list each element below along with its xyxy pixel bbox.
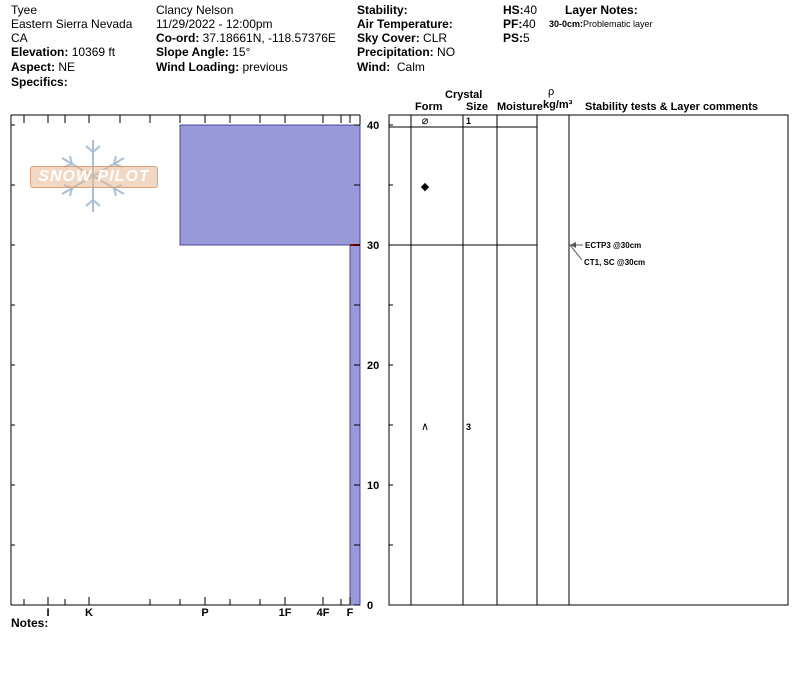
coordinates: Co-ord: 37.18661N, -118.57376E — [156, 31, 336, 45]
aspect-value: NE — [58, 60, 76, 74]
snowpilot-wordmark: SNOW PILOT — [30, 166, 158, 188]
precipitation: Precipitation: NO — [357, 45, 455, 59]
height-label-20: 20 — [367, 360, 379, 372]
hs-value: 40 — [523, 3, 538, 17]
hs: HS:40 — [503, 3, 537, 17]
layer-note-depth: 30-0cm: — [549, 19, 584, 29]
hardness-label-P: P — [201, 607, 208, 619]
specifics-label: Specifics: — [11, 75, 68, 89]
stability-header: Stability tests & Layer comments — [585, 101, 759, 113]
observer: Clancy Nelson — [156, 3, 234, 17]
precip-value: NO — [437, 45, 456, 59]
aspect: Aspect: NE — [11, 60, 75, 74]
hardness-label-K: K — [85, 607, 93, 619]
coord-label: Co-ord: — [156, 31, 200, 45]
elevation: Elevation: 10369 ft — [11, 45, 115, 59]
density-unit-header: kg/m³ — [543, 99, 573, 111]
range: Eastern Sierra Nevada — [11, 17, 133, 31]
sky-cover-label: Sky Cover: — [357, 31, 420, 45]
hardness-label-F: F — [347, 607, 354, 619]
slope-angle: Slope Angle: 15° — [156, 45, 250, 59]
slope-value: 15° — [232, 45, 251, 59]
pf-value: 40 — [522, 17, 536, 31]
layer-note: 30-0cm:Problematic layer — [549, 19, 653, 30]
wind-label: Wind: — [357, 60, 391, 74]
crystal-form-1: ◆ — [421, 180, 430, 193]
elevation-value: 10369 ft — [71, 45, 116, 59]
hs-label: HS: — [503, 3, 524, 17]
air-temp-label: Air Temperature: — [357, 17, 453, 31]
height-label-0: 0 — [367, 600, 373, 612]
height-label-10: 10 — [367, 480, 379, 492]
ps-label: PS: — [503, 31, 524, 45]
hardness-layer-0 — [179, 124, 361, 246]
form-header: Form — [415, 101, 443, 113]
crystal-form-2: ∧ — [421, 420, 429, 433]
size-header: Size — [466, 101, 489, 113]
notes-label: Notes: — [11, 616, 49, 630]
precip-label: Precipitation: — [357, 45, 434, 59]
wind-value: Calm — [396, 60, 425, 74]
profile-table-frame — [388, 114, 789, 606]
aspect-label: Aspect: — [11, 60, 56, 74]
wind-loading-value: previous — [242, 60, 288, 74]
layer-note-text: Problematic layer — [583, 19, 653, 29]
stability-label: Stability: — [357, 3, 408, 17]
pf-label: PF: — [503, 17, 523, 31]
wind: Wind: Calm — [357, 60, 425, 74]
height-label-30: 30 — [367, 240, 379, 252]
layer-notes-label: Layer Notes: — [565, 3, 638, 17]
pf: PF:40 — [503, 17, 536, 31]
hardness-label-4F: 4F — [317, 607, 330, 619]
hardness-label-I: I — [46, 607, 49, 619]
sky-cover: Sky Cover: CLR — [357, 31, 447, 45]
state: CA — [11, 31, 28, 45]
coord-value: 37.18661N, -118.57376E — [202, 31, 336, 45]
snowpilot-logo: SNOW PILOT — [30, 138, 160, 218]
crystal-size-2: 3 — [466, 422, 471, 432]
test-leader-0 — [569, 244, 583, 261]
elevation-label: Elevation: — [11, 45, 69, 59]
wind-loading-label: Wind Loading: — [156, 60, 240, 74]
ps-value: 5 — [523, 31, 530, 45]
hardness-label-1F: 1F — [279, 607, 292, 619]
height-label-40: 40 — [367, 120, 379, 132]
crystal-form-0: ⌀ — [422, 114, 429, 127]
stability-test-0-0: ECTP3 @30cm — [585, 241, 641, 250]
crystal-header: Crystal — [445, 89, 483, 101]
wind-loading: Wind Loading: previous — [156, 60, 288, 74]
moisture-header: Moisture — [497, 101, 543, 113]
datetime: 11/29/2022 - 12:00pm — [156, 17, 273, 31]
sky-cover-value: CLR — [423, 31, 448, 45]
test-arrowhead-0 — [570, 242, 576, 248]
stability-test-0-1: CT1, SC @30cm — [584, 258, 645, 267]
crystal-size-0: 1 — [466, 116, 471, 126]
location: Tyee — [11, 3, 38, 17]
slope-label: Slope Angle: — [156, 45, 229, 59]
rho-header: ρ — [548, 86, 555, 98]
ps: PS:5 — [503, 31, 530, 45]
